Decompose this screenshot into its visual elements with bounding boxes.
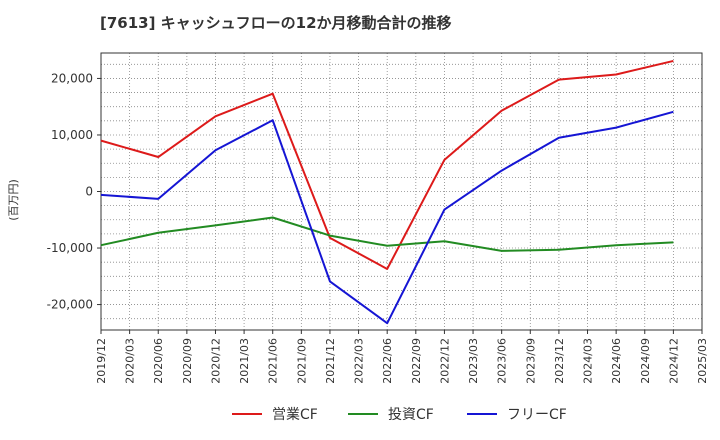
x-tick-label: 2022/09 <box>410 338 423 384</box>
x-tick-label: 2021/06 <box>267 338 280 384</box>
x-tick-label: 2020/09 <box>181 338 194 384</box>
x-tick-label: 2021/09 <box>295 338 308 384</box>
x-tick-label: 2020/12 <box>209 338 222 384</box>
x-tick-label: 2020/03 <box>124 338 137 384</box>
y-axis-label: (百万円) <box>7 179 20 221</box>
legend: 営業CF 投資CF フリーCF <box>232 407 567 423</box>
x-tick-label: 2023/03 <box>467 338 480 384</box>
legend-label-3: フリーCF <box>507 407 567 423</box>
x-tick-label: 2020/06 <box>152 338 165 384</box>
y-axis-ticks: 20,000 10,000 0 -10,000 -20,000 <box>47 71 101 312</box>
x-tick-label: 2024/09 <box>639 338 652 384</box>
legend-label-2: 投資CF <box>388 407 434 423</box>
x-tick-label: 2022/12 <box>438 338 451 384</box>
series-line-3 <box>100 110 674 325</box>
series-line-1 <box>100 59 674 270</box>
x-tick-label: 2021/03 <box>238 338 251 384</box>
y-tick-label: 10,000 <box>51 128 93 142</box>
x-tick-label: 2019/12 <box>95 338 108 384</box>
x-axis-ticks: 2019/12 2020/03 2020/06 2020/09 2020/12 2021/… <box>95 330 709 384</box>
x-tick-label: 2023/12 <box>553 338 566 384</box>
x-tick-label: 2022/03 <box>353 338 366 384</box>
chart-title: [7613] キャッシュフローの12か月移動合計の推移 <box>100 14 452 32</box>
x-tick-label: 2023/09 <box>524 338 537 384</box>
y-tick-label: 20,000 <box>51 71 93 85</box>
x-tick-label: 2024/12 <box>667 338 680 384</box>
x-tick-label: 2023/06 <box>496 338 509 384</box>
x-tick-label: 2022/06 <box>381 338 394 384</box>
series-lines <box>100 59 674 325</box>
legend-label-1: 営業CF <box>272 407 318 423</box>
y-tick-label: 0 <box>85 185 93 199</box>
x-tick-label: 2024/06 <box>610 338 623 384</box>
x-tick-label: 2021/12 <box>324 338 337 384</box>
series-line-2 <box>100 216 674 252</box>
grid <box>100 53 703 330</box>
y-tick-label: -20,000 <box>47 298 93 312</box>
x-tick-label: 2025/03 <box>696 338 709 384</box>
y-tick-label: -10,000 <box>47 241 93 255</box>
x-tick-label: 2024/03 <box>582 338 595 384</box>
